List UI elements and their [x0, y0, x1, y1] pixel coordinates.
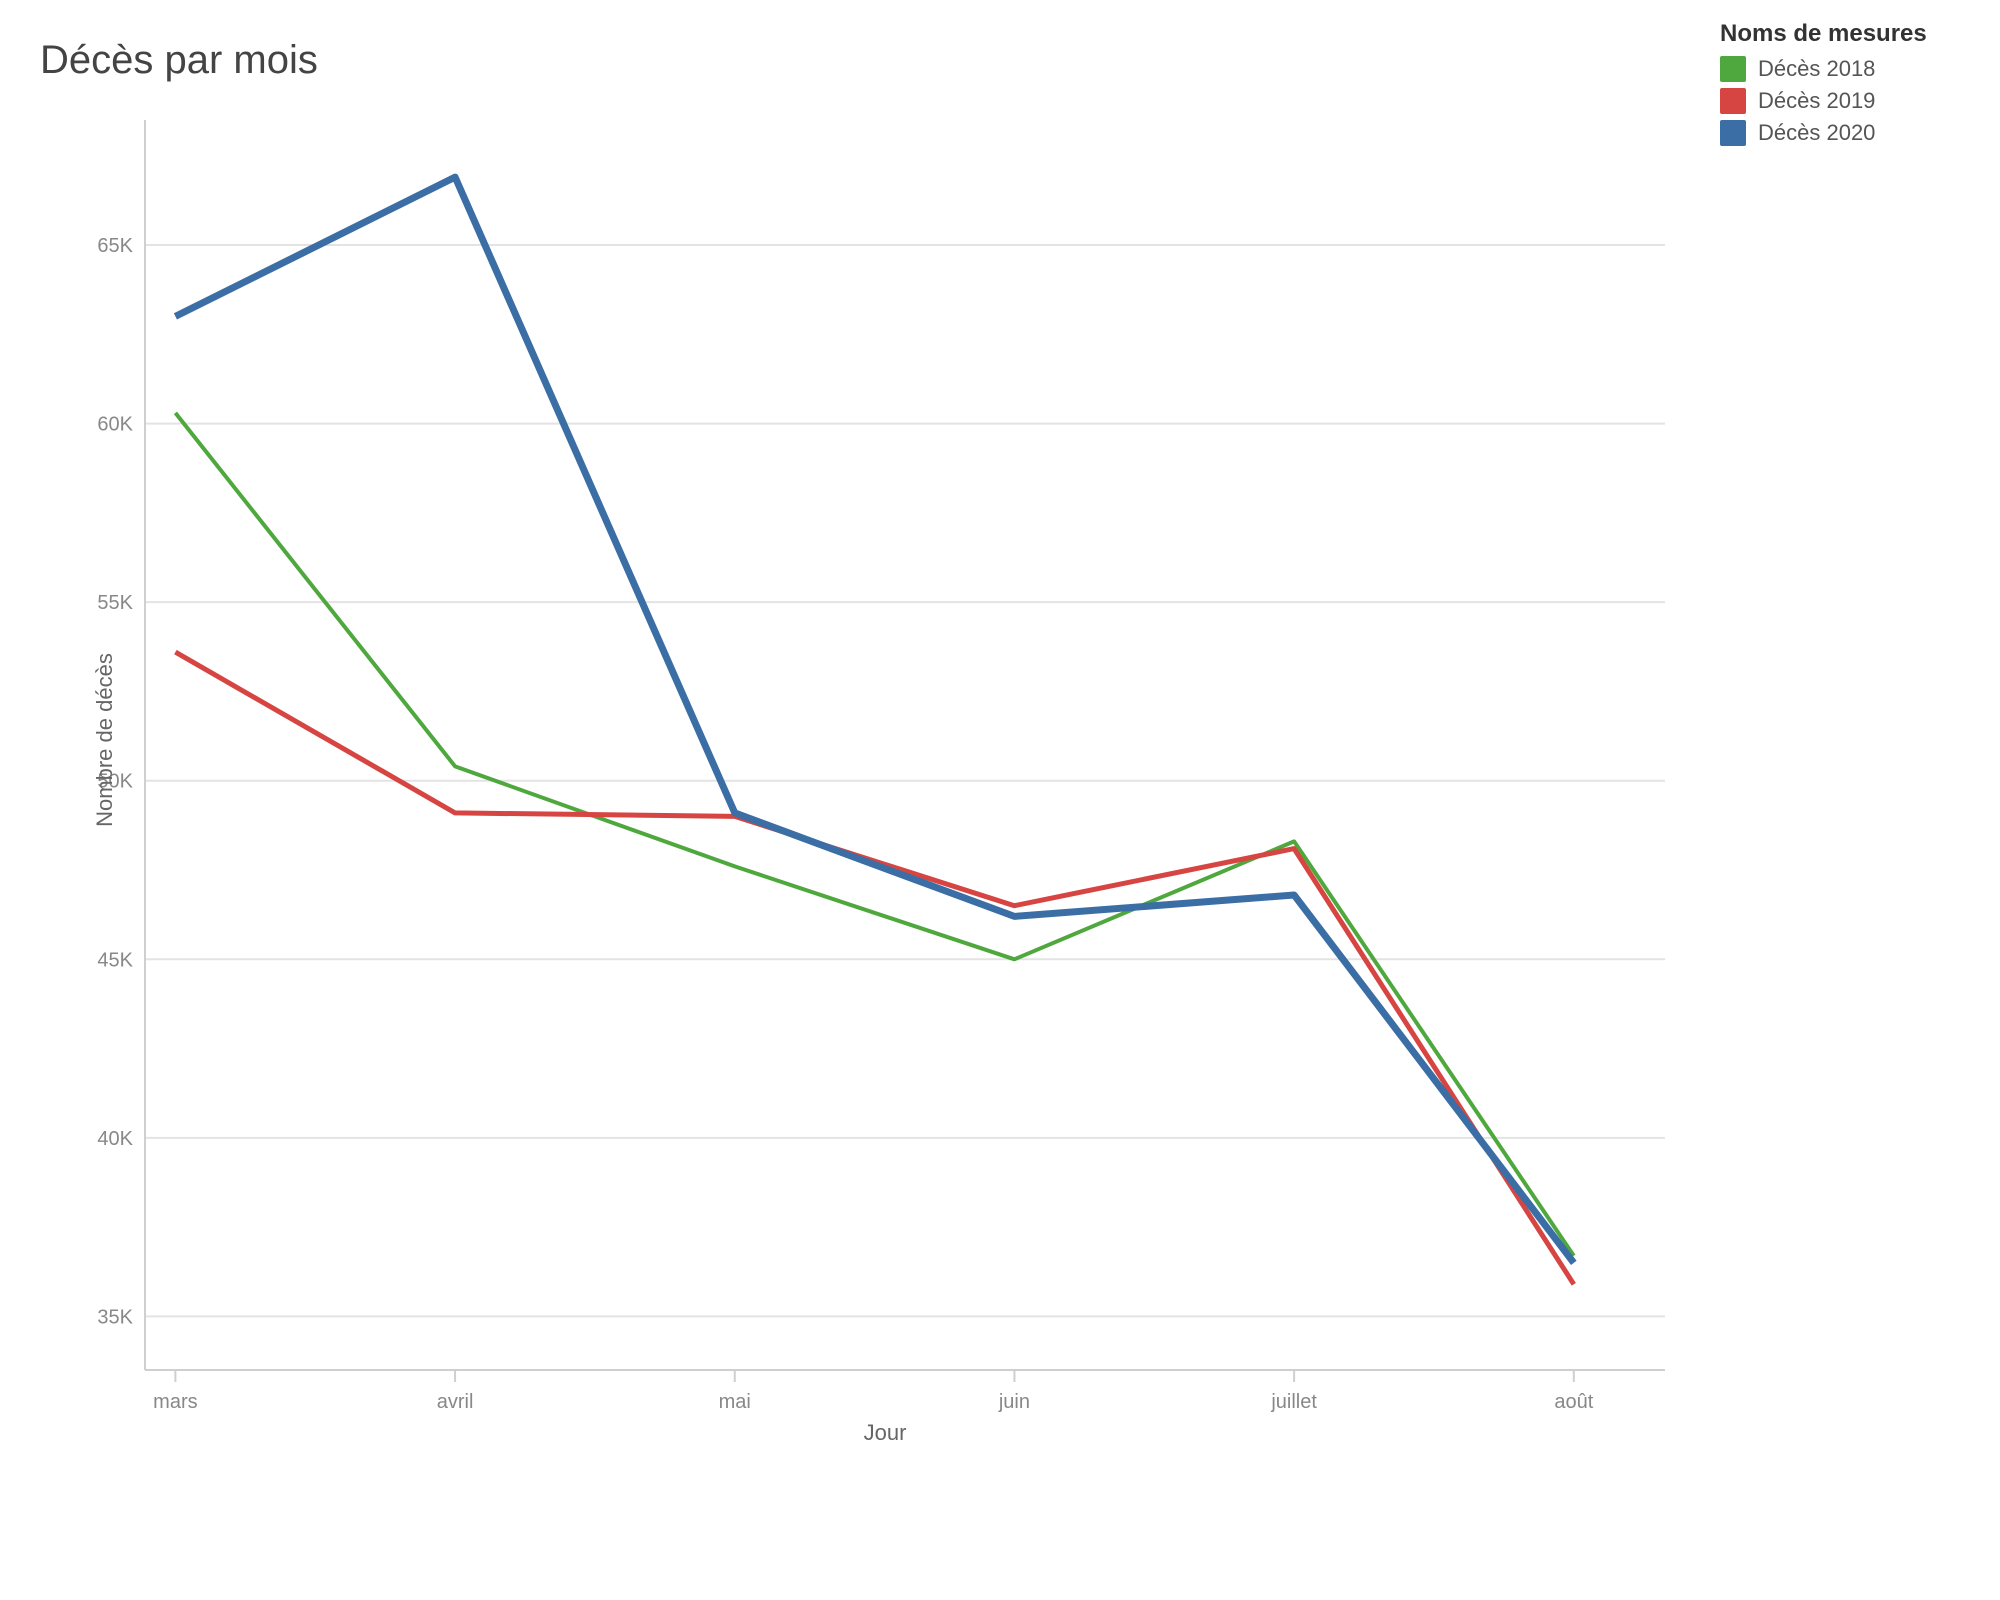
x-tick-label: août [1554, 1391, 1593, 1413]
y-axis-title: Nombre de décès [92, 653, 118, 827]
x-tick-label: mai [719, 1391, 751, 1413]
legend-label: Décès 2019 [1758, 88, 1875, 114]
legend-label: Décès 2020 [1758, 120, 1875, 146]
line-chart-svg: 35K40K45K50K55K60K65Kmarsavrilmaijuinjui… [95, 110, 1675, 1450]
chart-title: Décès par mois [40, 38, 318, 83]
series-line [175, 652, 1573, 1284]
plot-area: 35K40K45K50K55K60K65Kmarsavrilmaijuinjui… [95, 110, 1675, 1450]
y-tick-label: 35K [97, 1306, 133, 1328]
x-tick-label: mars [153, 1391, 197, 1413]
legend-swatch [1720, 120, 1746, 146]
series-line [175, 177, 1573, 1263]
x-tick-label: juillet [1270, 1391, 1317, 1413]
y-tick-label: 55K [97, 592, 133, 614]
y-tick-label: 65K [97, 235, 133, 257]
legend-item[interactable]: Décès 2018 [1720, 56, 1960, 82]
x-axis-title: Jour [864, 1420, 907, 1446]
chart-container: Décès par mois Noms de mesures Décès 201… [0, 0, 2000, 1600]
legend: Noms de mesures Décès 2018 Décès 2019 Décè… [1720, 20, 1960, 152]
y-tick-label: 60K [97, 414, 133, 436]
x-tick-label: juin [998, 1391, 1030, 1413]
y-tick-label: 40K [97, 1128, 133, 1150]
legend-swatch [1720, 56, 1746, 82]
series-line [175, 413, 1573, 1256]
legend-swatch [1720, 88, 1746, 114]
legend-title: Noms de mesures [1720, 20, 1960, 48]
y-tick-label: 45K [97, 949, 133, 971]
legend-item[interactable]: Décès 2020 [1720, 120, 1960, 146]
x-tick-label: avril [437, 1391, 474, 1413]
legend-item[interactable]: Décès 2019 [1720, 88, 1960, 114]
legend-label: Décès 2018 [1758, 56, 1875, 82]
